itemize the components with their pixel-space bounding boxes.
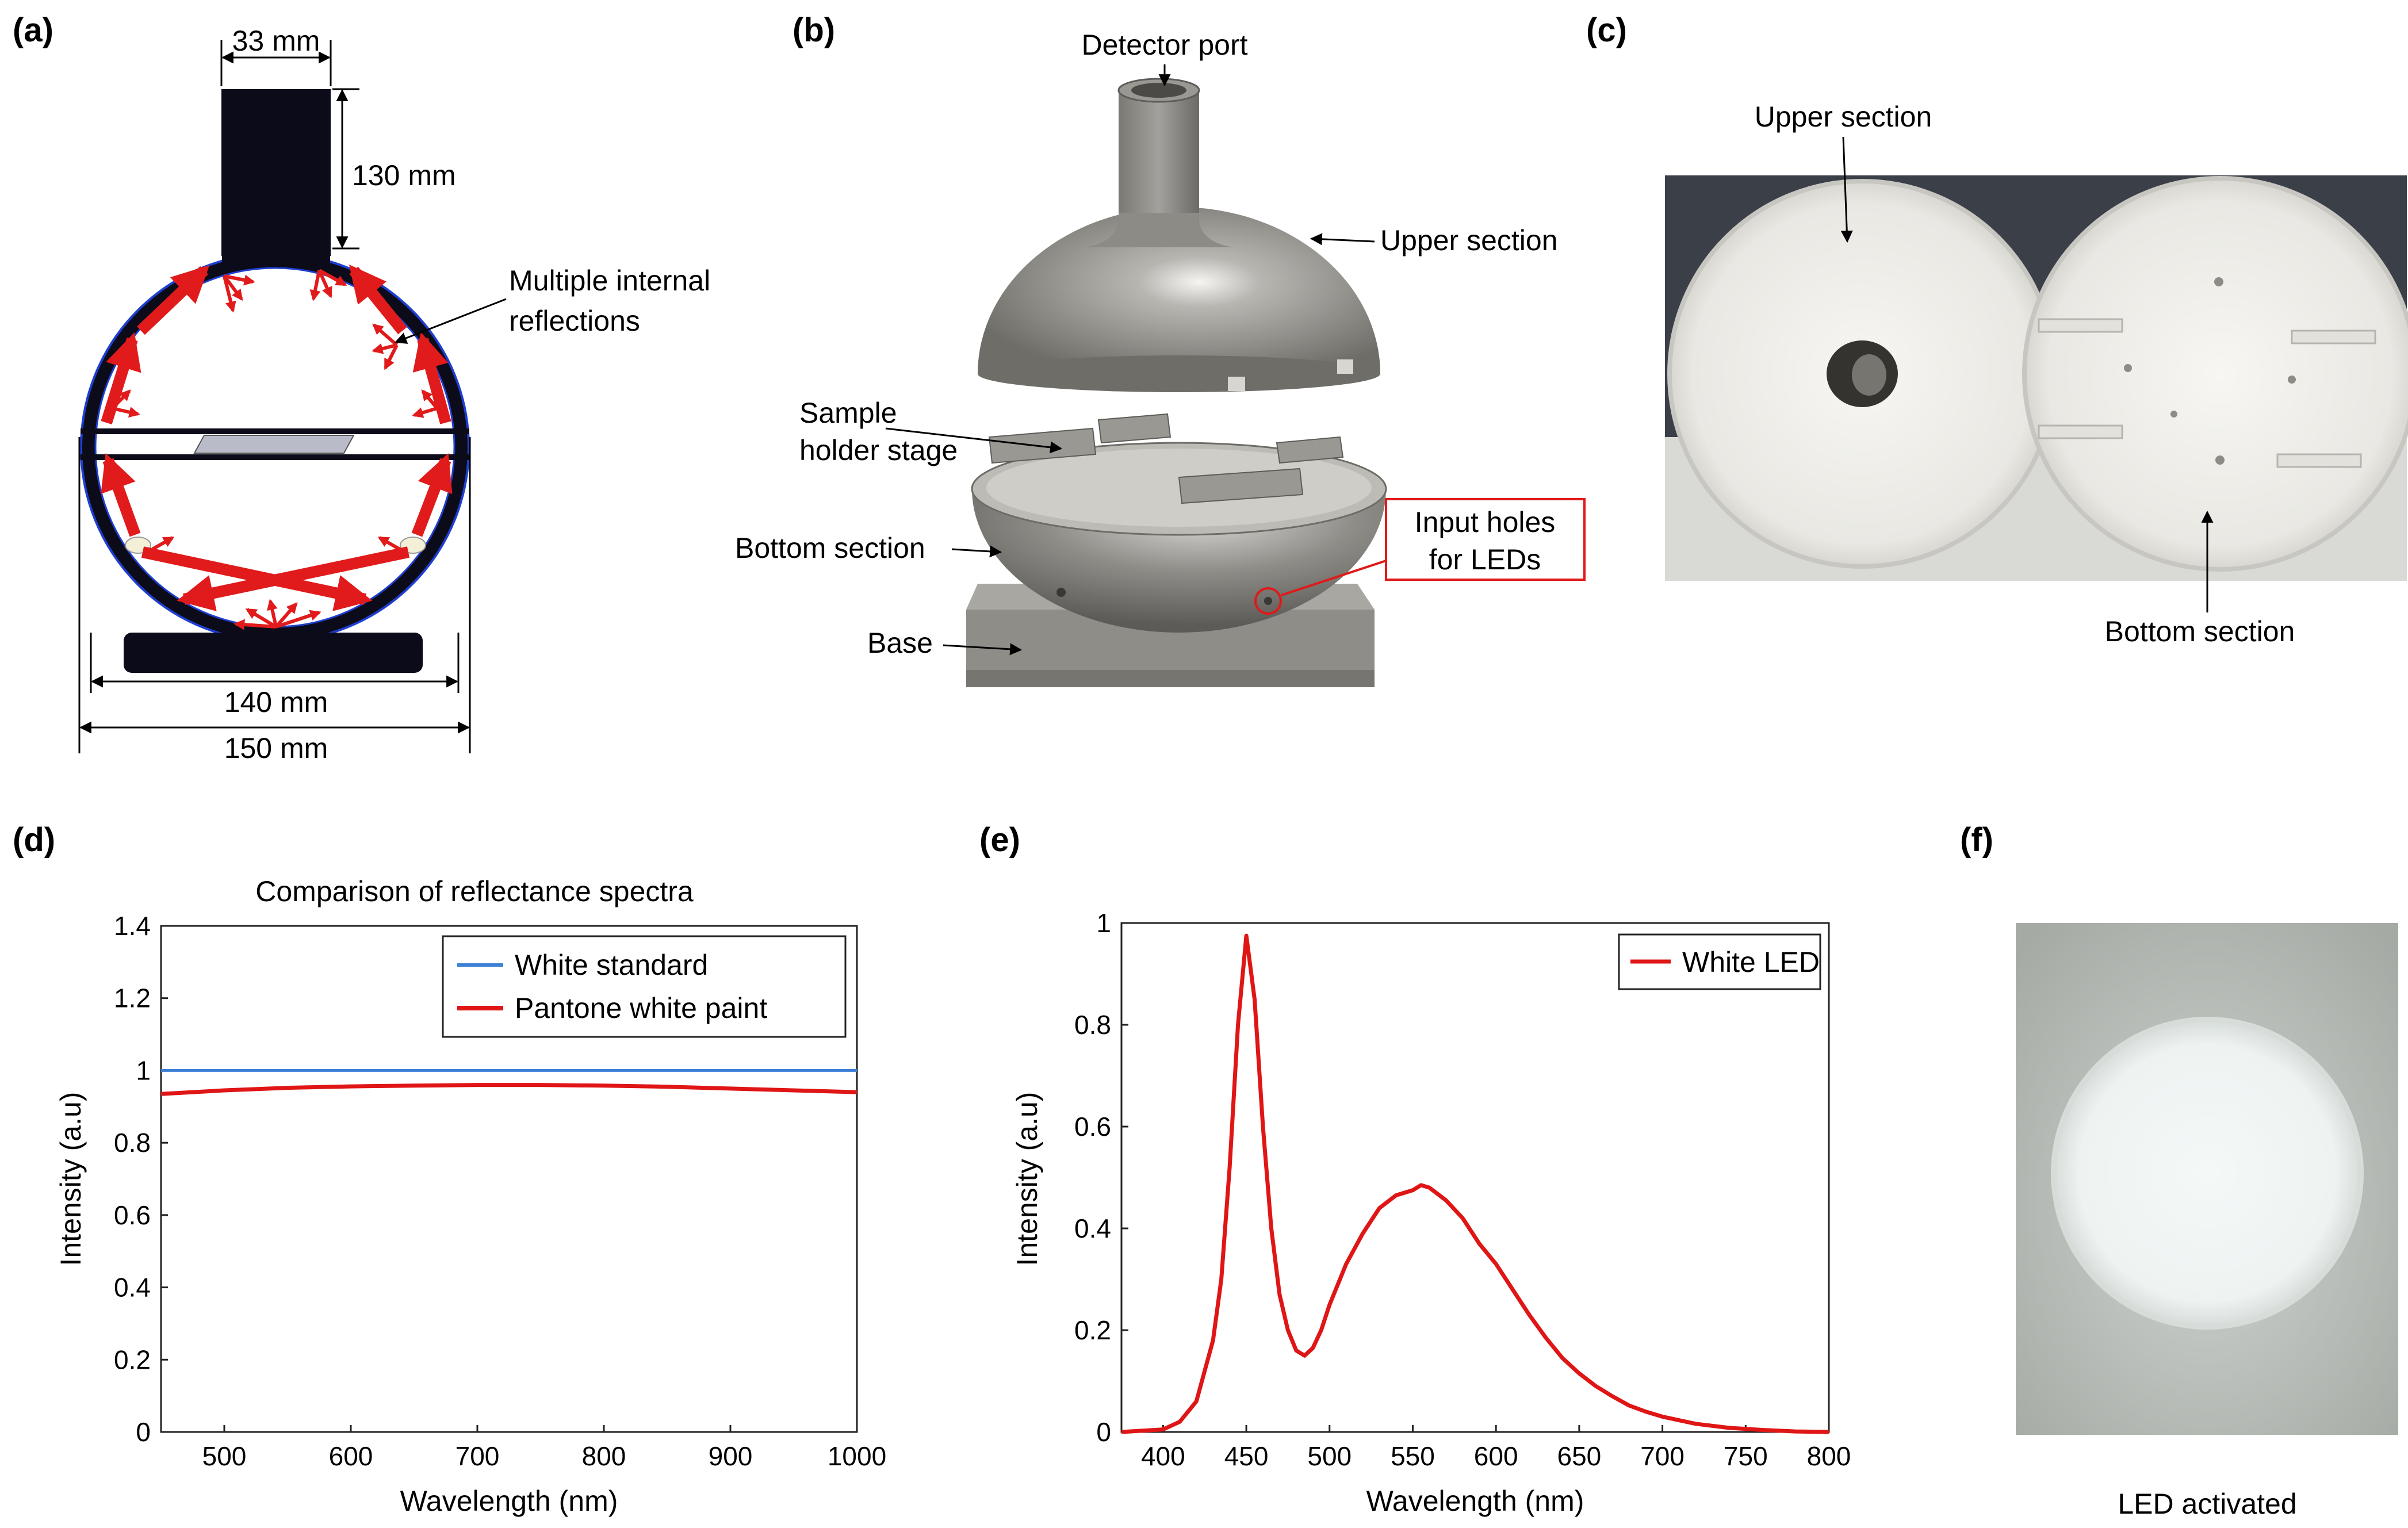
chart-d-ytick-label: 1.2 — [114, 983, 151, 1013]
chart-e-xtick-label: 750 — [1724, 1441, 1768, 1471]
integrating-sphere-schematic: 33 mm 130 mm 140 mm 150 mm Multiple inte… — [78, 25, 710, 764]
annotation-line-1: Multiple internal — [509, 265, 710, 297]
label-detector-port: Detector port — [1081, 29, 1247, 61]
chart-e-ytick-label: 0.6 — [1074, 1112, 1111, 1142]
chart-d-xtick-label: 900 — [709, 1441, 753, 1471]
panel-label-d: (d) — [13, 821, 55, 859]
chart-e-plot-frame — [1120, 922, 1830, 1433]
label-input-holes-2: for LEDs — [1429, 543, 1541, 576]
chart-e-ytick-label: 0 — [1096, 1417, 1111, 1447]
panel-label-e: (e) — [979, 821, 1020, 859]
label-sample-holder-2: holder stage — [799, 434, 958, 466]
chart-d-xtick-label: 500 — [202, 1441, 247, 1471]
sample-holder-brackets — [988, 413, 1344, 504]
dim-label-150mm: 150 mm — [224, 732, 328, 764]
chart-e-ylabel: Intensity (a.u) — [1011, 1092, 1043, 1266]
chart-d-xlabel: Wavelength (nm) — [400, 1485, 618, 1517]
photo-brackets — [2038, 318, 2376, 468]
chart-e-series-0-line — [1121, 933, 1829, 1434]
chart-d-legend-box — [442, 935, 847, 1038]
caption-led-activated: LED activated — [2118, 1488, 2296, 1520]
chart-e-xtick-label: 450 — [1224, 1441, 1269, 1471]
dim-label-130mm: 130 mm — [352, 159, 456, 192]
label-upper-section-cad: Upper section — [1380, 224, 1558, 256]
panel-label-c: (c) — [1586, 12, 1627, 49]
chart-d: Comparison of reflectance spectra 0 0.2 0.… — [55, 875, 886, 1517]
chart-e-ytick-label: 0.4 — [1074, 1213, 1111, 1243]
panel-label-f: (f) — [1960, 821, 1993, 859]
chart-e-xtick-label: 700 — [1640, 1441, 1685, 1471]
cad-render: Detector port Upper section Sample holde… — [735, 29, 1586, 687]
upper-hemisphere — [978, 207, 1380, 374]
chart-d-ytick-label: 0.8 — [114, 1128, 151, 1158]
chart-d-ytick-label: 0.4 — [114, 1273, 151, 1303]
chart-e-legend-label-0: White LED — [1682, 946, 1820, 978]
photo-holes — [2124, 277, 2296, 465]
reflection-rays — [101, 265, 453, 611]
chart-d-legend: White standard Pantone white paint — [442, 935, 847, 1038]
chart-e-xtick-label: 600 — [1474, 1441, 1518, 1471]
chart-d-xtick-label: 600 — [329, 1441, 373, 1471]
chart-d-ylabel: Intensity (a.u) — [55, 1092, 87, 1266]
label-upper-section-photo: Upper section — [1755, 101, 1932, 133]
chart-e-xtick-label: 500 — [1307, 1441, 1352, 1471]
stage-line-top — [81, 428, 469, 434]
chart-e-xtick-label: 400 — [1141, 1441, 1185, 1471]
chart-e-ytick-label: 1 — [1096, 908, 1111, 938]
detector-tube — [221, 89, 331, 256]
label-bottom-section-cad: Bottom section — [735, 532, 925, 564]
chart-d-ytick-label: 1.4 — [114, 911, 151, 941]
dim-label-140mm: 140 mm — [224, 686, 328, 718]
bottom-half-shell — [2022, 176, 2408, 572]
chart-d-ytick-label: 0.2 — [114, 1345, 151, 1374]
chart-e-xtick-label: 800 — [1807, 1441, 1851, 1471]
scatter-arrows — [110, 269, 439, 630]
chart-d-ytick-label: 1 — [136, 1055, 151, 1085]
glowing-aperture — [2057, 1023, 2358, 1324]
input-holes-callout-box — [1385, 498, 1586, 581]
label-bottom-section-photo: Bottom section — [2105, 615, 2295, 648]
sphere-halves-photo: Upper section Bottom section — [1665, 101, 2408, 648]
annotation-pointer — [395, 298, 507, 344]
chart-d-series-1-line — [160, 1083, 857, 1096]
annotation-line-2: reflections — [509, 305, 640, 337]
tube-joint — [222, 247, 330, 265]
chart-e-xlabel: Wavelength (nm) — [1366, 1485, 1584, 1517]
chart-e-xtick-label: 550 — [1391, 1441, 1435, 1471]
chart-d-legend-label-0: White standard — [515, 949, 708, 981]
chart-e-ytick-label: 0.8 — [1074, 1010, 1111, 1040]
label-input-holes-1: Input holes — [1415, 506, 1556, 538]
chart-d-legend-label-1: Pantone white paint — [515, 992, 767, 1024]
chart-e-legend: White LED — [1618, 933, 1821, 990]
sphere-base — [124, 633, 423, 673]
chart-d-ytick-label: 0.6 — [114, 1200, 151, 1230]
base-plate-front — [966, 610, 1375, 687]
chart-d-ytick-label: 0 — [136, 1417, 151, 1447]
label-sample-holder-1: Sample — [799, 397, 897, 429]
chart-e: 0 0.2 0.4 0.6 0.8 1 400 450 500 550 600 650 700 750 80… — [1011, 908, 1851, 1517]
chart-e-xtick-label: 650 — [1557, 1441, 1602, 1471]
chart-e-ytick-label: 0.2 — [1074, 1315, 1111, 1345]
chart-d-xtick-label: 800 — [582, 1441, 626, 1471]
detector-port-tube — [1119, 89, 1199, 227]
chart-d-plot-frame — [160, 925, 858, 1433]
chart-d-xtick-label: 1000 — [828, 1441, 886, 1471]
stage-line-bottom — [81, 454, 469, 460]
label-base: Base — [867, 627, 933, 659]
panel-label-a: (a) — [13, 12, 53, 49]
dim-label-33mm: 33 mm — [232, 25, 320, 57]
chart-d-xtick-label: 700 — [455, 1441, 500, 1471]
led-hole-callout-circle — [1254, 587, 1282, 615]
panel-label-b: (b) — [793, 12, 835, 49]
led-activated-photo: LED activated — [2016, 923, 2398, 1520]
sample-stage — [193, 435, 355, 454]
chart-d-title: Comparison of reflectance spectra — [255, 875, 694, 907]
